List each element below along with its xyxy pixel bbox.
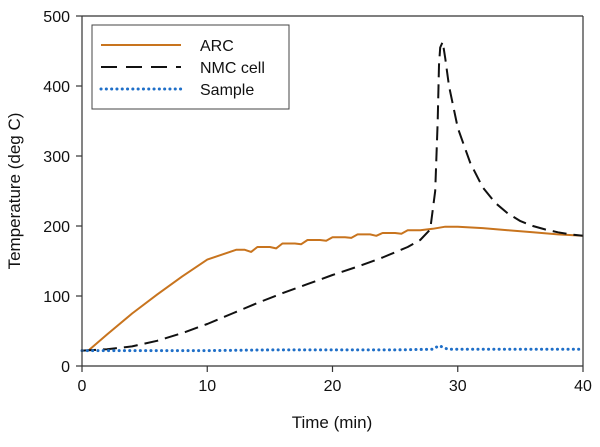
plot-lines [80, 40, 585, 353]
y-tick-label: 400 [43, 79, 70, 96]
y-tick-label: 200 [43, 219, 70, 236]
x-axis-label: Time (min) [292, 413, 373, 432]
y-tick-label: 0 [61, 359, 70, 376]
x-tick-label: 40 [574, 378, 592, 395]
x-tick-label: 10 [198, 378, 216, 395]
legend: ARC NMC cell Sample [91, 24, 290, 110]
legend-box [91, 24, 290, 110]
legend-label: NMC cell [200, 60, 265, 77]
y-axis-label: Temperature (deg C) [5, 113, 24, 270]
y-tick-label: 500 [43, 9, 70, 26]
y-tick-label: 100 [43, 289, 70, 306]
y-ticks: 0 100 200 300 400 500 [43, 9, 82, 376]
legend-label: Sample [200, 82, 254, 99]
x-ticks: 0 10 20 30 40 [78, 366, 592, 395]
series-line-sample [80, 344, 585, 353]
series-line-nmc-cell [81, 40, 584, 352]
x-tick-label: 20 [324, 378, 342, 395]
x-tick-label: 0 [78, 378, 87, 395]
legend-label: ARC [200, 38, 234, 55]
series-line-arc [87, 225, 584, 352]
y-tick-label: 300 [43, 149, 70, 166]
x-tick-label: 30 [449, 378, 467, 395]
